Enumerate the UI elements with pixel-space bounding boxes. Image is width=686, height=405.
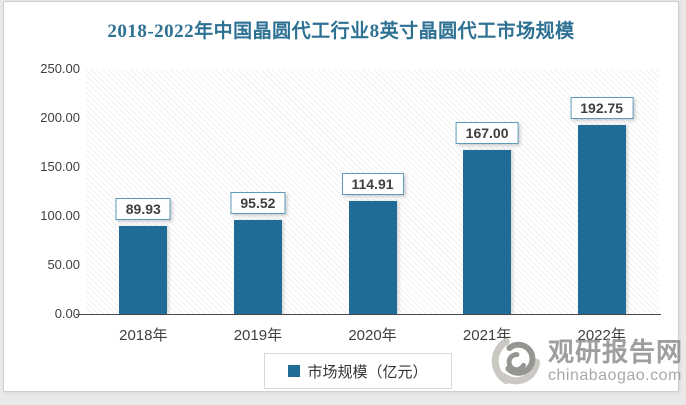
- data-label-2019年: 95.52: [230, 192, 286, 215]
- watermark: 观研报告网 chinabaogao.com: [490, 330, 682, 392]
- x-axis-label-2018年: 2018年: [119, 327, 168, 344]
- legend-label: 市场规模（亿元）: [307, 363, 428, 381]
- data-label-2020年: 114.91: [341, 173, 404, 196]
- y-axis-tick-label: 100.00: [40, 208, 80, 223]
- bar-2021年: [463, 150, 512, 314]
- x-axis-label-2019年: 2019年: [233, 327, 283, 344]
- legend-marker-square: [288, 365, 301, 377]
- x-axis-line: [76, 314, 661, 315]
- bar-2020年: [348, 201, 397, 314]
- watermark-brand: 观研报告网: [548, 336, 684, 367]
- chart-title: 2018-2022年中国晶圆代工行业8英寸晶圆代工市场规模: [107, 21, 575, 42]
- x-axis-label-2020年: 2020年: [348, 327, 397, 344]
- chart-card: 2018-2022年中国晶圆代工行业8英寸晶圆代工市场规模 0.00 50.00 1…: [3, 1, 682, 392]
- swirl-logo-icon: [491, 338, 540, 385]
- bar-2022年: [577, 125, 626, 314]
- legend: 市场规模（亿元）: [264, 353, 452, 389]
- y-axis-tick-label: 0.00: [54, 306, 80, 321]
- watermark-texts: 观研报告网 chinabaogao.com: [548, 339, 683, 384]
- x-axis-label-2021年: 2021年: [462, 327, 512, 344]
- x-axis: 2018年 2019年 2020年 2021年 2022年: [86, 324, 659, 344]
- y-axis-tick-label: 250.00: [40, 61, 80, 76]
- bar-2018年: [119, 225, 168, 314]
- data-label-2021年: 167.00: [455, 122, 519, 145]
- data-label-2022年: 192.75: [570, 97, 634, 120]
- watermark-domain: chinabaogao.com: [548, 366, 682, 384]
- y-axis-tick-label: 50.00: [47, 257, 80, 272]
- y-axis: 0.00 50.00 100.00 150.00 200.00 250.00: [4, 2, 80, 391]
- bar-2019年: [233, 220, 282, 314]
- y-axis-tick-label: 150.00: [40, 159, 80, 174]
- x-axis-label-2022年: 2022年: [577, 327, 626, 344]
- data-label-2018年: 89.93: [115, 197, 171, 220]
- plot-area: 89.93 95.52 114.91 167.00 192.75: [86, 69, 659, 314]
- y-axis-tick-label: 200.00: [40, 110, 80, 125]
